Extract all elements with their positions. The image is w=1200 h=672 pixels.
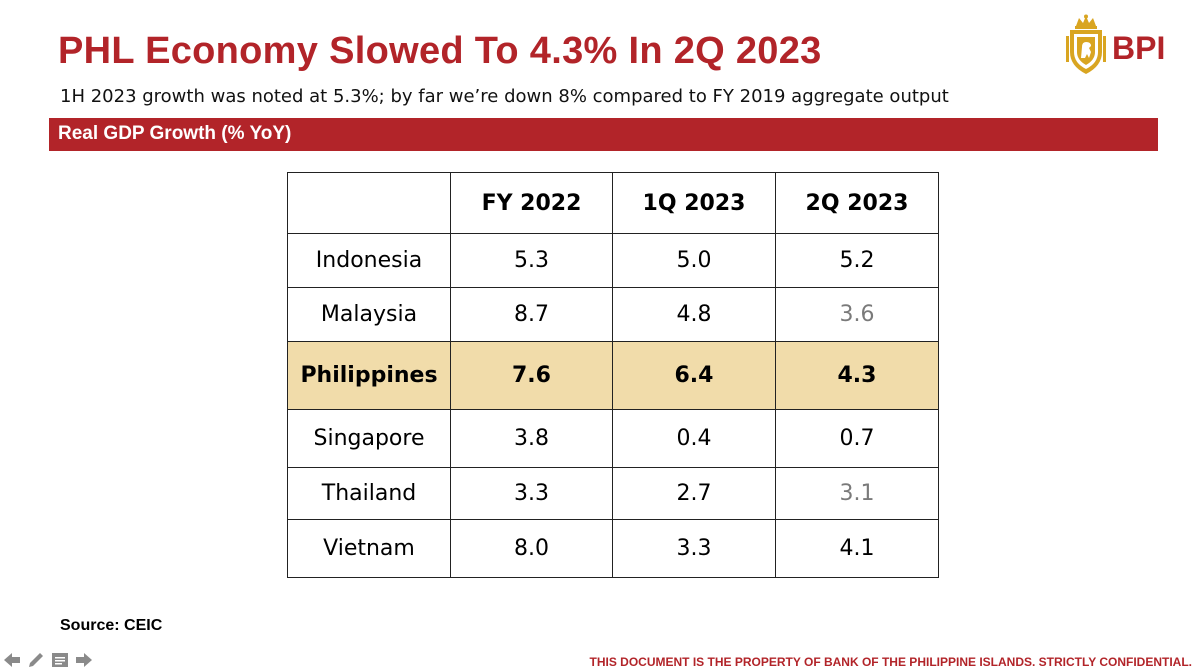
section-label: Real GDP Growth (% YoY) — [58, 123, 292, 144]
value-cell: 3.8 — [450, 409, 613, 468]
country-cell: Singapore — [287, 409, 451, 468]
header-cell-2q2023: 2Q 2023 — [775, 172, 939, 234]
slide-title: PHL Economy Slowed To 4.3% In 2Q 2023 — [58, 30, 822, 72]
header-cell-fy2022: FY 2022 — [450, 172, 613, 234]
pen-icon[interactable] — [26, 650, 46, 670]
bpi-logo: BPI — [1064, 14, 1184, 76]
table-row-philippines: Philippines 7.6 6.4 4.3 — [287, 341, 939, 410]
country-cell: Indonesia — [287, 233, 451, 288]
value-cell: 3.3 — [450, 467, 613, 520]
gdp-growth-table: FY 2022 1Q 2023 2Q 2023 Indonesia 5.3 5.… — [287, 172, 939, 578]
table-header-row: FY 2022 1Q 2023 2Q 2023 — [287, 172, 939, 234]
table-row-singapore: Singapore 3.8 0.4 0.7 — [287, 409, 939, 468]
value-cell: 0.7 — [775, 409, 939, 468]
source-note: Source: CEIC — [60, 617, 163, 634]
bpi-logo-text: BPI — [1112, 30, 1166, 66]
value-cell: 4.8 — [612, 287, 776, 342]
value-cell: 3.3 — [612, 519, 776, 578]
country-cell: Thailand — [287, 467, 451, 520]
country-cell: Vietnam — [287, 519, 451, 578]
value-cell: 4.3 — [775, 341, 939, 410]
value-cell: 6.4 — [612, 341, 776, 410]
slide-nav-toolbar — [2, 650, 94, 670]
value-cell: 5.3 — [450, 233, 613, 288]
value-cell: 7.6 — [450, 341, 613, 410]
table-row-thailand: Thailand 3.3 2.7 3.1 — [287, 467, 939, 520]
slide-subtitle: 1H 2023 growth was noted at 5.3%; by far… — [60, 86, 949, 107]
value-cell: 3.6 — [775, 287, 939, 342]
value-cell: 3.1 — [775, 467, 939, 520]
value-cell: 0.4 — [612, 409, 776, 468]
value-cell: 8.0 — [450, 519, 613, 578]
value-cell: 5.2 — [775, 233, 939, 288]
confidentiality-disclaimer: THIS DOCUMENT IS THE PROPERTY OF BANK OF… — [589, 655, 1192, 669]
value-cell: 8.7 — [450, 287, 613, 342]
section-header-bar: Real GDP Growth (% YoY) — [49, 118, 1158, 151]
value-cell: 4.1 — [775, 519, 939, 578]
country-cell: Philippines — [287, 341, 451, 410]
prev-arrow-icon[interactable] — [2, 650, 22, 670]
notes-icon[interactable] — [50, 650, 70, 670]
header-cell-blank — [287, 172, 451, 234]
table-row-malaysia: Malaysia 8.7 4.8 3.6 — [287, 287, 939, 342]
next-arrow-icon[interactable] — [74, 650, 94, 670]
header-cell-1q2023: 1Q 2023 — [612, 172, 776, 234]
table-row-vietnam: Vietnam 8.0 3.3 4.1 — [287, 519, 939, 578]
bpi-crest-icon — [1066, 14, 1106, 74]
value-cell: 2.7 — [612, 467, 776, 520]
country-cell: Malaysia — [287, 287, 451, 342]
table-row-indonesia: Indonesia 5.3 5.0 5.2 — [287, 233, 939, 288]
value-cell: 5.0 — [612, 233, 776, 288]
